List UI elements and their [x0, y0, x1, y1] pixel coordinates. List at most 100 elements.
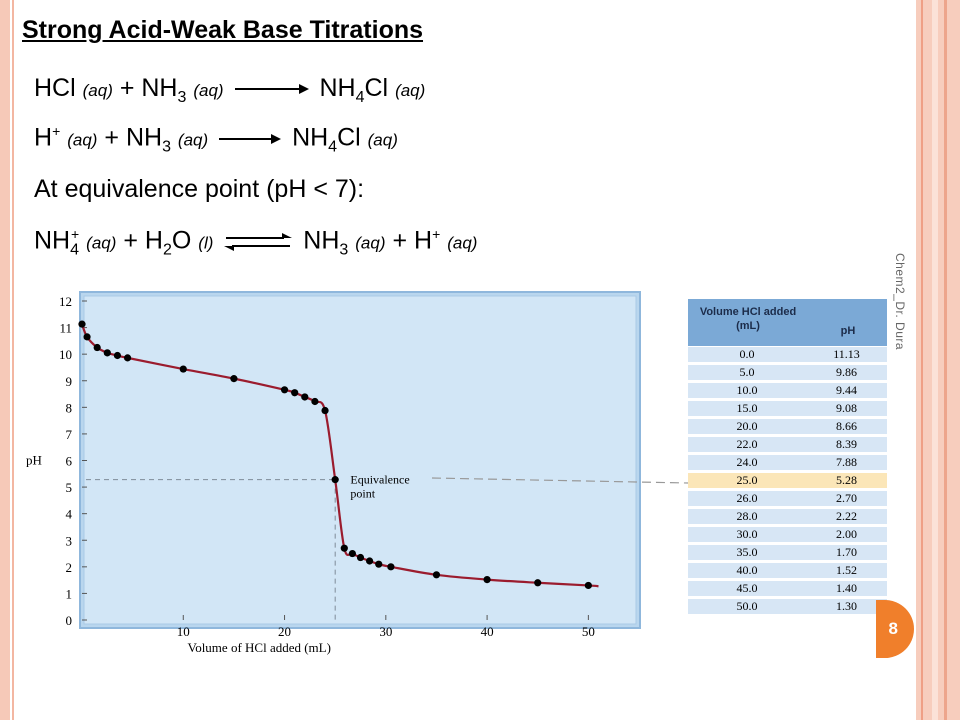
table-cell-ph: 11.13	[833, 347, 860, 361]
data-point	[123, 354, 132, 362]
data-point	[103, 349, 111, 357]
x-tick-label: 40	[481, 624, 494, 639]
y-tick-label: 7	[66, 427, 73, 442]
table-cell-volume: 22.0	[736, 437, 758, 451]
y-tick-label: 5	[66, 480, 73, 495]
data-point	[483, 575, 491, 584]
data-point	[387, 563, 395, 571]
table-cell-volume: 0.0	[739, 347, 755, 361]
equilibrium-arrows	[224, 232, 293, 251]
y-tick-label: 3	[66, 533, 73, 548]
data-point	[584, 581, 592, 590]
data-point	[311, 397, 319, 406]
table-row: 40.0 1.52	[688, 563, 887, 578]
table-cell-ph: 1.30	[836, 599, 857, 613]
x-tick-label: 50	[582, 624, 595, 639]
data-point	[348, 549, 356, 558]
y-tick-label: 4	[66, 507, 73, 522]
table-cell-ph: 2.70	[836, 491, 857, 505]
data-point	[375, 560, 383, 568]
table-cell-volume: 15.0	[736, 401, 758, 415]
right-border-line	[932, 0, 938, 720]
table-cell-ph: 2.22	[836, 509, 857, 523]
x-axis-label: Volume of HCl added (mL)	[187, 640, 330, 655]
y-tick-label: 0	[66, 613, 73, 628]
equivalence-statement: At equivalence point (pH < 7):	[34, 175, 365, 203]
right-border-line	[944, 0, 947, 720]
data-point	[321, 406, 329, 415]
right-border-band	[916, 0, 960, 720]
table-cell-volume: 20.0	[736, 419, 758, 433]
data-point	[83, 333, 91, 341]
table-cell-ph: 5.28	[836, 473, 857, 487]
page-number-badge: 8	[876, 600, 914, 658]
y-axis-label: pH	[26, 453, 42, 468]
table-row: 45.0 1.40	[688, 581, 887, 596]
table-row: 50.0 1.30	[688, 599, 887, 614]
table-row: 20.0 8.66	[688, 419, 887, 434]
table-row: 22.0 8.39	[688, 437, 887, 452]
table-cell-volume: 10.0	[736, 383, 758, 397]
data-point	[340, 544, 348, 552]
table-row: 24.0 7.88	[688, 455, 887, 470]
data-point	[230, 375, 238, 383]
left-border-line	[12, 0, 14, 720]
equation-3: NH4+ (aq) + H2O (l) NH3 (aq) + H+ (aq)	[34, 226, 478, 259]
data-point	[432, 571, 441, 579]
data-point	[534, 579, 542, 587]
table-cell-volume: 40.0	[736, 563, 758, 577]
data-point	[113, 351, 122, 360]
x-tick-label: 10	[177, 624, 190, 639]
table-row: 28.0 2.22	[688, 509, 887, 524]
table-cell-volume: 24.0	[736, 455, 758, 469]
data-point	[93, 343, 101, 352]
table-cell-ph: 9.86	[836, 365, 857, 379]
table-cell-volume: 50.0	[736, 599, 758, 613]
x-tick-label: 30	[379, 624, 392, 639]
data-point	[280, 386, 289, 394]
data-point	[179, 365, 187, 373]
y-tick-label: 6	[66, 454, 73, 469]
left-border-band	[0, 0, 10, 720]
table-cell-volume: 45.0	[736, 581, 758, 595]
table-cell-ph: 9.44	[836, 383, 857, 397]
table-row: 25.0 5.28	[688, 473, 887, 488]
y-tick-label: 2	[66, 560, 73, 575]
data-point	[366, 557, 374, 565]
table-cell-volume: 26.0	[736, 491, 758, 505]
table-cell-ph: 7.88	[836, 455, 857, 469]
table-cell-ph: 2.00	[836, 527, 857, 541]
y-tick-label: 10	[59, 347, 72, 362]
y-tick-label: 9	[66, 374, 73, 389]
table-header: Volume HCl added (mL) pH	[688, 299, 887, 346]
table-cell-ph: 8.39	[836, 437, 857, 451]
table-cell-ph: 9.08	[836, 401, 857, 415]
right-border-line	[921, 0, 923, 720]
table-row: 30.0 2.00	[688, 527, 887, 542]
table-cell-ph: 1.52	[836, 563, 857, 577]
table-cell-volume: 35.0	[736, 545, 758, 559]
table-cell-volume: 5.0	[739, 365, 755, 379]
equation-2: H+ (aq) + NH3 (aq) NH4Cl (aq)	[34, 123, 398, 156]
author-label: Chem2_Dr. Dura	[893, 253, 907, 351]
forward-arrow	[219, 133, 282, 144]
data-point	[331, 476, 339, 484]
data-point	[301, 393, 309, 401]
data-point	[356, 553, 365, 562]
plot-area	[83, 295, 637, 625]
y-tick-label: 11	[59, 321, 72, 336]
slide-title: Strong Acid-Weak Base Titrations	[22, 16, 424, 44]
y-tick-label: 8	[66, 400, 73, 415]
equivalence-point-label: Equivalence point	[350, 473, 409, 501]
y-tick-label: 12	[59, 294, 72, 309]
table-header-volume: Volume HCl added (mL)	[699, 306, 797, 332]
table-row: 5.0 9.86	[688, 365, 887, 380]
forward-arrow	[234, 84, 309, 95]
table-header-ph: pH	[840, 325, 856, 337]
y-tick-label: 1	[66, 586, 73, 601]
table-cell-ph: 1.70	[836, 545, 857, 559]
titration-data-table: Volume HCl added (mL) pH 0.0 11.13 5.0 9.86…	[688, 299, 887, 617]
table-cell-volume: 28.0	[736, 509, 758, 523]
table-cell-volume: 30.0	[736, 527, 758, 541]
